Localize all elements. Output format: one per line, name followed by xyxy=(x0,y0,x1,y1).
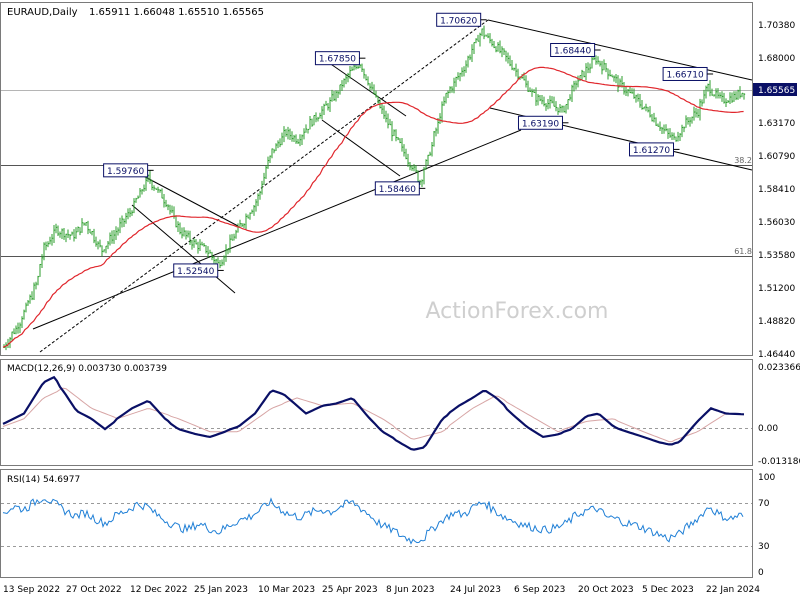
annotations-layer: 1.70620 1.67850 1.59760 1.58460 1.52540 1.684… xyxy=(103,12,714,278)
annotation-label: 1.59760 xyxy=(107,167,144,177)
annotation-label: 1.66710 xyxy=(666,70,703,80)
y-tick-label: 1.46440 xyxy=(758,350,795,360)
x-tick-label: 13 Sep 2022 xyxy=(3,585,60,595)
x-tick-label: 10 Mar 2023 xyxy=(258,585,315,595)
macd-title: MACD(12,26,9) 0.003730 0.003739 xyxy=(7,364,167,374)
wave-line xyxy=(321,57,407,117)
macd-panel-frame xyxy=(0,359,753,466)
wave-line xyxy=(131,204,236,294)
annotation-label: 1.68440 xyxy=(554,46,591,56)
price-y-axis: 1.70380 1.68000 1.63170 1.60790 1.58410 … xyxy=(758,21,795,360)
macd-y-axis: 0.023366 0.00 -0.013186 xyxy=(758,363,800,467)
y-tick-label: 1.63170 xyxy=(758,119,795,129)
rising-channel-dashed-line xyxy=(39,19,489,353)
x-tick-label: 25 Apr 2023 xyxy=(322,585,378,595)
x-tick-label: 27 Oct 2022 xyxy=(66,585,122,595)
rsi-y-axis: 100 70 30 0 xyxy=(758,473,775,578)
annotation-label: 1.52540 xyxy=(177,267,214,277)
y-tick-label: 1.48820 xyxy=(758,317,795,327)
y-tick-label: 0 xyxy=(758,568,764,578)
price-panel-frame xyxy=(0,2,753,356)
annotation-label: 1.67850 xyxy=(319,55,356,65)
rsi-panel-frame xyxy=(0,469,753,578)
x-tick-label: 24 Jul 2023 xyxy=(450,585,501,595)
y-tick-label: 0.00 xyxy=(758,424,778,434)
falling-resistance-line xyxy=(487,19,753,81)
x-axis: 13 Sep 2022 27 Oct 2022 12 Dec 2022 25 J… xyxy=(3,585,760,595)
annotation-label: 1.58460 xyxy=(379,185,416,195)
chart-ohlc: 1.65911 1.66048 1.65510 1.65565 xyxy=(89,7,264,18)
last-price-tag xyxy=(753,83,797,96)
x-tick-label: 20 Oct 2023 xyxy=(578,585,634,595)
watermark: ActionForex.com xyxy=(426,299,609,324)
y-tick-label: 1.58410 xyxy=(758,185,795,195)
chart-symbol: EURAUD,Daily xyxy=(7,7,78,18)
y-tick-label: 1.53580 xyxy=(758,251,795,261)
y-tick-label: 70 xyxy=(758,499,770,509)
y-tick-label: 100 xyxy=(758,473,775,483)
macd-signal-line xyxy=(2,387,745,443)
y-tick-label: -0.013186 xyxy=(758,457,800,467)
last-price-label: 1.65565 xyxy=(758,86,795,96)
x-tick-label: 25 Jan 2023 xyxy=(194,585,248,595)
y-tick-label: 1.60790 xyxy=(758,152,795,162)
y-tick-label: 0.023366 xyxy=(758,363,800,373)
moving-average-line xyxy=(2,66,744,348)
candles-layer xyxy=(3,25,746,351)
rsi-title: RSI(14) 54.6977 xyxy=(7,475,80,485)
rising-support-line xyxy=(32,129,522,330)
x-tick-label: 12 Dec 2022 xyxy=(130,585,188,595)
annotation-label: 1.63190 xyxy=(522,119,559,129)
macd-line xyxy=(2,375,745,451)
y-tick-label: 1.56030 xyxy=(758,218,795,228)
y-tick-label: 1.51200 xyxy=(758,284,795,294)
x-tick-label: 8 Jun 2023 xyxy=(386,585,434,595)
annotation-label: 1.70620 xyxy=(440,16,477,26)
y-tick-label: 1.68000 xyxy=(758,54,795,64)
fib-618-label: 61.8 xyxy=(734,247,752,256)
annotation-label: 1.61270 xyxy=(633,146,670,156)
fib-382-label: 38.2 xyxy=(734,156,752,165)
y-tick-label: 1.70380 xyxy=(758,21,795,31)
wave-line xyxy=(321,119,401,177)
x-tick-label: 5 Dec 2023 xyxy=(642,585,694,595)
x-tick-label: 6 Sep 2023 xyxy=(514,585,565,595)
y-tick-label: 30 xyxy=(758,542,770,552)
x-tick-label: 22 Jan 2024 xyxy=(706,585,760,595)
rsi-line xyxy=(2,497,744,545)
